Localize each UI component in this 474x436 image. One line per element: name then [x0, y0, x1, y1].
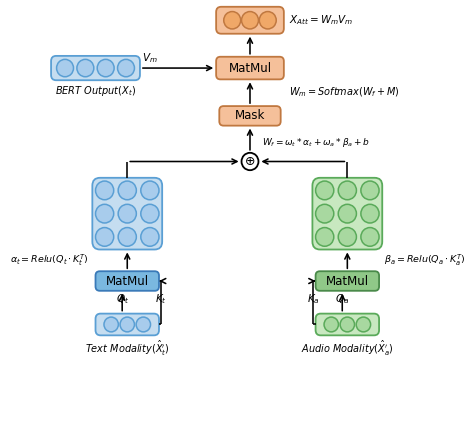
Text: $Q_t$: $Q_t$ — [116, 293, 129, 307]
Circle shape — [118, 59, 135, 77]
Text: MatMul: MatMul — [326, 275, 369, 287]
FancyBboxPatch shape — [312, 178, 382, 249]
Circle shape — [361, 204, 379, 223]
Circle shape — [316, 228, 334, 246]
Circle shape — [340, 317, 355, 332]
Text: $W_f = \omega_t * \alpha_t + \omega_a * \beta_a + b$: $W_f = \omega_t * \alpha_t + \omega_a * … — [262, 136, 370, 150]
Circle shape — [316, 204, 334, 223]
Circle shape — [118, 204, 137, 223]
Text: Text Modality$(\hat{X}_t^\prime)$: Text Modality$(\hat{X}_t^\prime)$ — [85, 339, 170, 358]
Circle shape — [242, 12, 258, 29]
Text: Mask: Mask — [235, 109, 265, 123]
Circle shape — [259, 12, 276, 29]
Circle shape — [118, 181, 137, 200]
Circle shape — [141, 204, 159, 223]
FancyBboxPatch shape — [316, 313, 379, 335]
Circle shape — [96, 204, 114, 223]
Text: MatMul: MatMul — [106, 275, 149, 287]
Text: Audio Modality$(\hat{X}_a^\prime)$: Audio Modality$(\hat{X}_a^\prime)$ — [301, 339, 394, 358]
Circle shape — [324, 317, 338, 332]
Circle shape — [118, 228, 137, 246]
Circle shape — [316, 181, 334, 200]
FancyBboxPatch shape — [96, 271, 159, 291]
Text: $W_m = Softmax(W_f + M)$: $W_m = Softmax(W_f + M)$ — [289, 85, 400, 99]
FancyBboxPatch shape — [216, 57, 284, 79]
Circle shape — [338, 181, 356, 200]
Circle shape — [356, 317, 371, 332]
Text: $\oplus$: $\oplus$ — [244, 155, 255, 168]
Circle shape — [77, 59, 94, 77]
FancyBboxPatch shape — [316, 271, 379, 291]
Text: BERT Output$(X_t)$: BERT Output$(X_t)$ — [55, 84, 136, 98]
Circle shape — [141, 181, 159, 200]
Circle shape — [97, 59, 114, 77]
Circle shape — [96, 181, 114, 200]
Circle shape — [136, 317, 151, 332]
FancyBboxPatch shape — [216, 7, 284, 34]
Text: $\alpha_t = Relu(Q_t \cdot K_t^T)$: $\alpha_t = Relu(Q_t \cdot K_t^T)$ — [10, 253, 89, 268]
Circle shape — [120, 317, 135, 332]
Text: $V_m$: $V_m$ — [142, 51, 158, 65]
Text: $K_a$: $K_a$ — [307, 293, 320, 307]
Circle shape — [104, 317, 118, 332]
Text: $K_t$: $K_t$ — [155, 293, 167, 307]
Circle shape — [56, 59, 73, 77]
Text: $\beta_a = Relu(Q_a \cdot K_a^T)$: $\beta_a = Relu(Q_a \cdot K_a^T)$ — [384, 253, 466, 268]
Circle shape — [361, 228, 379, 246]
Circle shape — [361, 181, 379, 200]
Circle shape — [242, 153, 258, 170]
Circle shape — [338, 204, 356, 223]
FancyBboxPatch shape — [96, 313, 159, 335]
Text: $Q_a$: $Q_a$ — [335, 293, 349, 307]
FancyBboxPatch shape — [219, 106, 281, 126]
FancyBboxPatch shape — [51, 56, 140, 80]
Circle shape — [338, 228, 356, 246]
FancyBboxPatch shape — [92, 178, 162, 249]
Circle shape — [224, 12, 241, 29]
Text: MatMul: MatMul — [228, 61, 272, 75]
Text: $X_{Att} = W_m V_m$: $X_{Att} = W_m V_m$ — [289, 14, 354, 27]
Circle shape — [96, 228, 114, 246]
Circle shape — [141, 228, 159, 246]
